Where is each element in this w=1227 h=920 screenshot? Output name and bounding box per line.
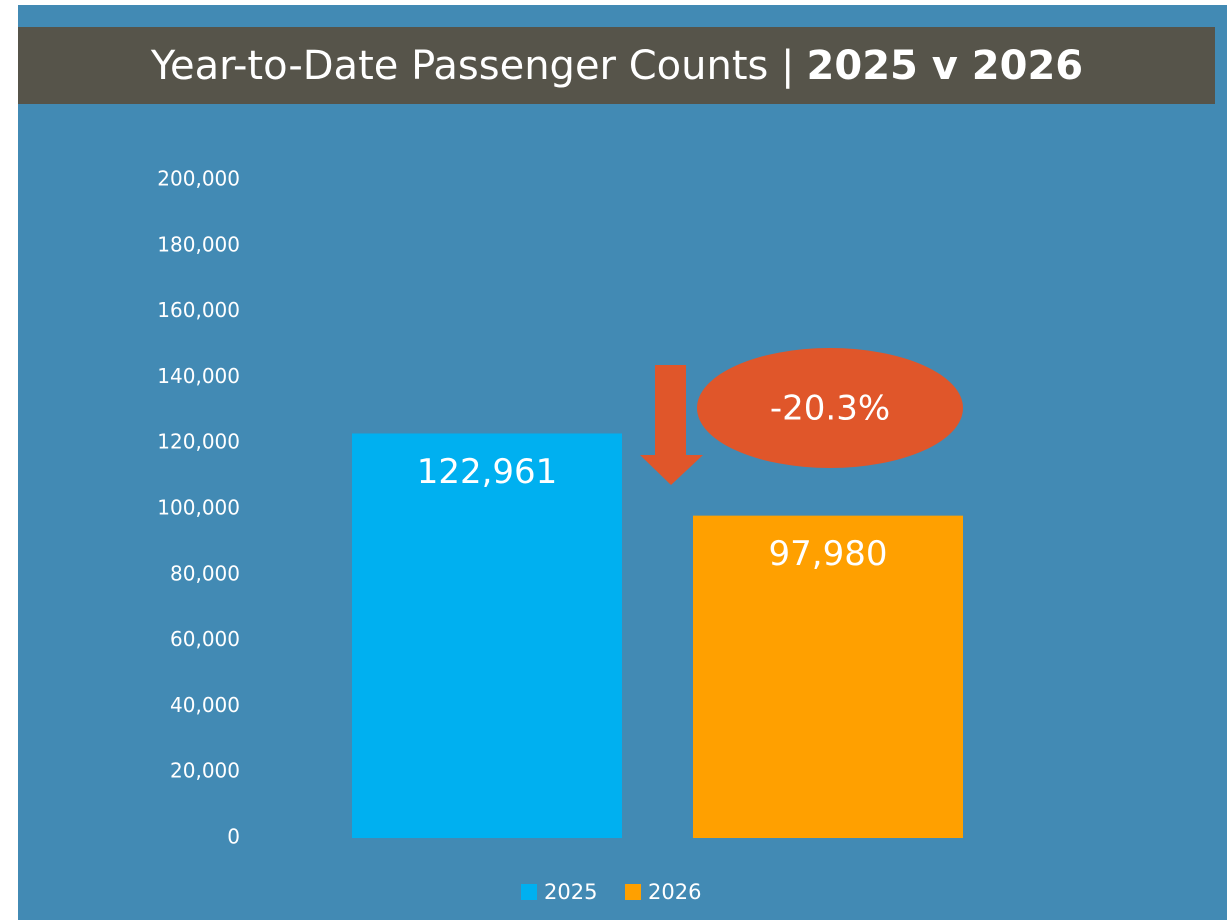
title-bold: 2025 v 2026 [807, 43, 1084, 89]
y-tick-label: 40,000 [170, 693, 240, 717]
chart-background [18, 5, 1227, 920]
bar [352, 433, 622, 838]
annotation-ellipse [697, 348, 963, 468]
legend-label: 2025 [544, 880, 597, 904]
data-label: 97,980 [769, 534, 888, 574]
y-tick-label: 140,000 [157, 364, 240, 388]
chart-title: Year-to-Date Passenger Counts | 2025 v 20… [150, 43, 1083, 89]
legend-swatch [521, 884, 537, 900]
y-tick-label: 120,000 [157, 430, 240, 454]
down-arrow [640, 365, 703, 485]
y-tick-label: 180,000 [157, 232, 240, 256]
data-label: 122,961 [417, 452, 558, 492]
y-tick-label: 20,000 [170, 759, 240, 783]
y-tick-label: 160,000 [157, 298, 240, 322]
annotation-text: -20.3% [770, 389, 890, 429]
y-tick-label: 0 [227, 825, 240, 849]
legend-swatch [625, 884, 641, 900]
y-tick-label: 200,000 [157, 167, 240, 191]
legend-label: 2026 [648, 880, 701, 904]
y-tick-label: 100,000 [157, 496, 240, 520]
title-bar [18, 27, 1215, 104]
bar [693, 515, 963, 838]
y-tick-label: 60,000 [170, 627, 240, 651]
title-text: Year-to-Date Passenger Counts | [150, 43, 795, 89]
y-tick-label: 80,000 [170, 561, 240, 585]
